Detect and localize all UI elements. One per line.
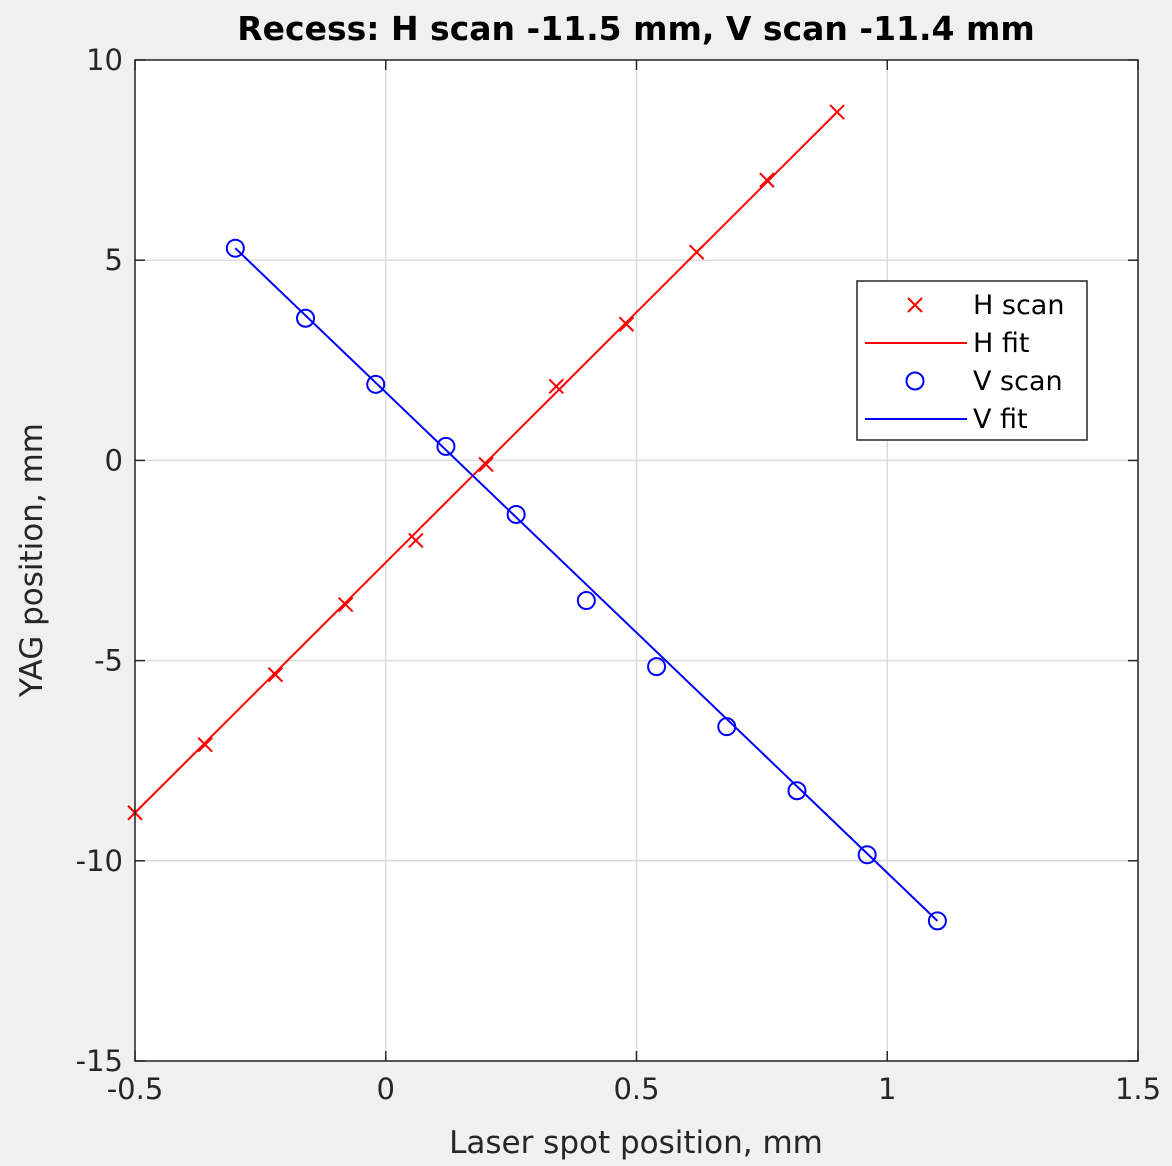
point-h-scan <box>337 596 354 613</box>
point-h-scan <box>829 104 845 120</box>
y-tick-label: -5 <box>94 644 123 678</box>
series-line-h-fit <box>134 111 838 814</box>
point-h-scan <box>548 378 564 395</box>
x-tick-label: 1 <box>878 1072 896 1106</box>
legend-label-v-fit: V fit <box>973 404 1028 435</box>
legend-label-h-fit: H fit <box>973 328 1029 359</box>
point-v-scan <box>366 374 386 394</box>
point-v-scan <box>225 238 245 258</box>
x-tick-label: 0.5 <box>613 1072 659 1106</box>
point-h-scan <box>408 532 424 549</box>
point-v-scan <box>436 436 456 456</box>
series-layer <box>127 104 947 931</box>
legend: H scan H fit V scan V fit <box>856 280 1088 441</box>
point-v-scan <box>296 308 316 328</box>
y-tick-label: -15 <box>76 1044 123 1078</box>
point-h-scan <box>267 666 284 683</box>
y-tick-label: 5 <box>105 243 123 277</box>
legend-box <box>856 280 1088 441</box>
point-h-scan <box>618 316 635 332</box>
point-v-scan <box>717 717 737 737</box>
ticks: -0.5 0 0.5 1 1.5 -15 -10 -5 0 5 10 <box>76 43 1161 1106</box>
point-h-scan <box>759 172 775 188</box>
point-v-scan <box>506 504 526 524</box>
legend-swatch-v-scan <box>905 371 925 391</box>
chart-title: Recess: H scan -11.5 mm, V scan -11.4 mm <box>237 9 1035 48</box>
x-axis-label: Laser spot position, mm <box>449 1125 823 1161</box>
point-v-scan <box>647 657 667 677</box>
x-tick-label: 1.5 <box>1115 1072 1161 1106</box>
x-tick-label: 0 <box>377 1072 395 1106</box>
y-tick-label: 0 <box>105 443 123 477</box>
y-tick-label: -10 <box>76 844 123 878</box>
legend-label-h-scan: H scan <box>973 290 1064 321</box>
legend-swatch-h-scan <box>907 297 923 313</box>
y-tick-label: 10 <box>86 43 123 77</box>
legend-label-v-scan: V scan <box>973 366 1063 397</box>
point-h-scan <box>197 736 213 753</box>
point-v-scan <box>927 911 947 931</box>
point-v-scan <box>787 781 807 801</box>
point-h-scan <box>478 456 494 473</box>
point-h-scan <box>688 244 705 260</box>
point-v-scan <box>576 591 596 611</box>
series-line-v-fit <box>234 247 939 922</box>
point-v-scan <box>857 845 877 865</box>
x-tick-label: -0.5 <box>107 1072 164 1106</box>
y-axis-label: YAG position, mm <box>14 423 50 698</box>
